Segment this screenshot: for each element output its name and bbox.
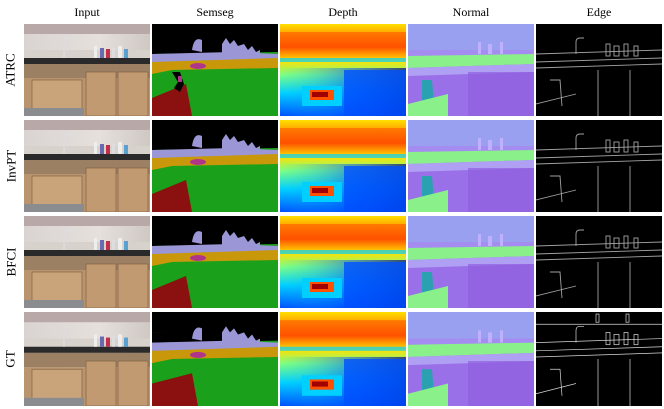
column-header-normal: Normal: [452, 5, 490, 19]
tile-atrc-normal: [408, 24, 534, 116]
row-label-invpt: InvPT: [3, 149, 18, 183]
tile-gt-edge: [536, 312, 662, 406]
tile-atrc-input: [24, 24, 150, 116]
tile-bfci-edge: [536, 216, 662, 308]
column-header-semseg: Semseg: [196, 5, 234, 19]
column-header-input: Input: [74, 5, 100, 19]
tile-bfci-depth: [280, 216, 406, 308]
column-header-edge: Edge: [586, 5, 612, 19]
column-header-depth: Depth: [328, 5, 358, 19]
tile-bfci-semseg: [152, 216, 278, 308]
tile-invpt-edge: [536, 120, 662, 212]
tile-invpt-semseg: [152, 120, 278, 212]
tile-gt-semseg: [152, 312, 278, 406]
tile-invpt-input: [24, 120, 150, 212]
tile-gt-input: [24, 312, 150, 406]
tile-atrc-edge: [536, 24, 662, 116]
tile-gt-normal: [408, 312, 534, 406]
tile-invpt-normal: [408, 120, 534, 212]
row-label-bfci: BFCI: [3, 247, 18, 277]
tile-bfci-normal: [408, 216, 534, 308]
tile-atrc-semseg: [152, 24, 278, 116]
row-label-gt: GT: [3, 350, 18, 368]
tile-invpt-depth: [280, 120, 406, 212]
row-label-atrc: ATRC: [3, 53, 19, 87]
tile-gt-depth: [280, 312, 406, 406]
tile-bfci-input: [24, 216, 150, 308]
tile-atrc-depth: [280, 24, 406, 116]
